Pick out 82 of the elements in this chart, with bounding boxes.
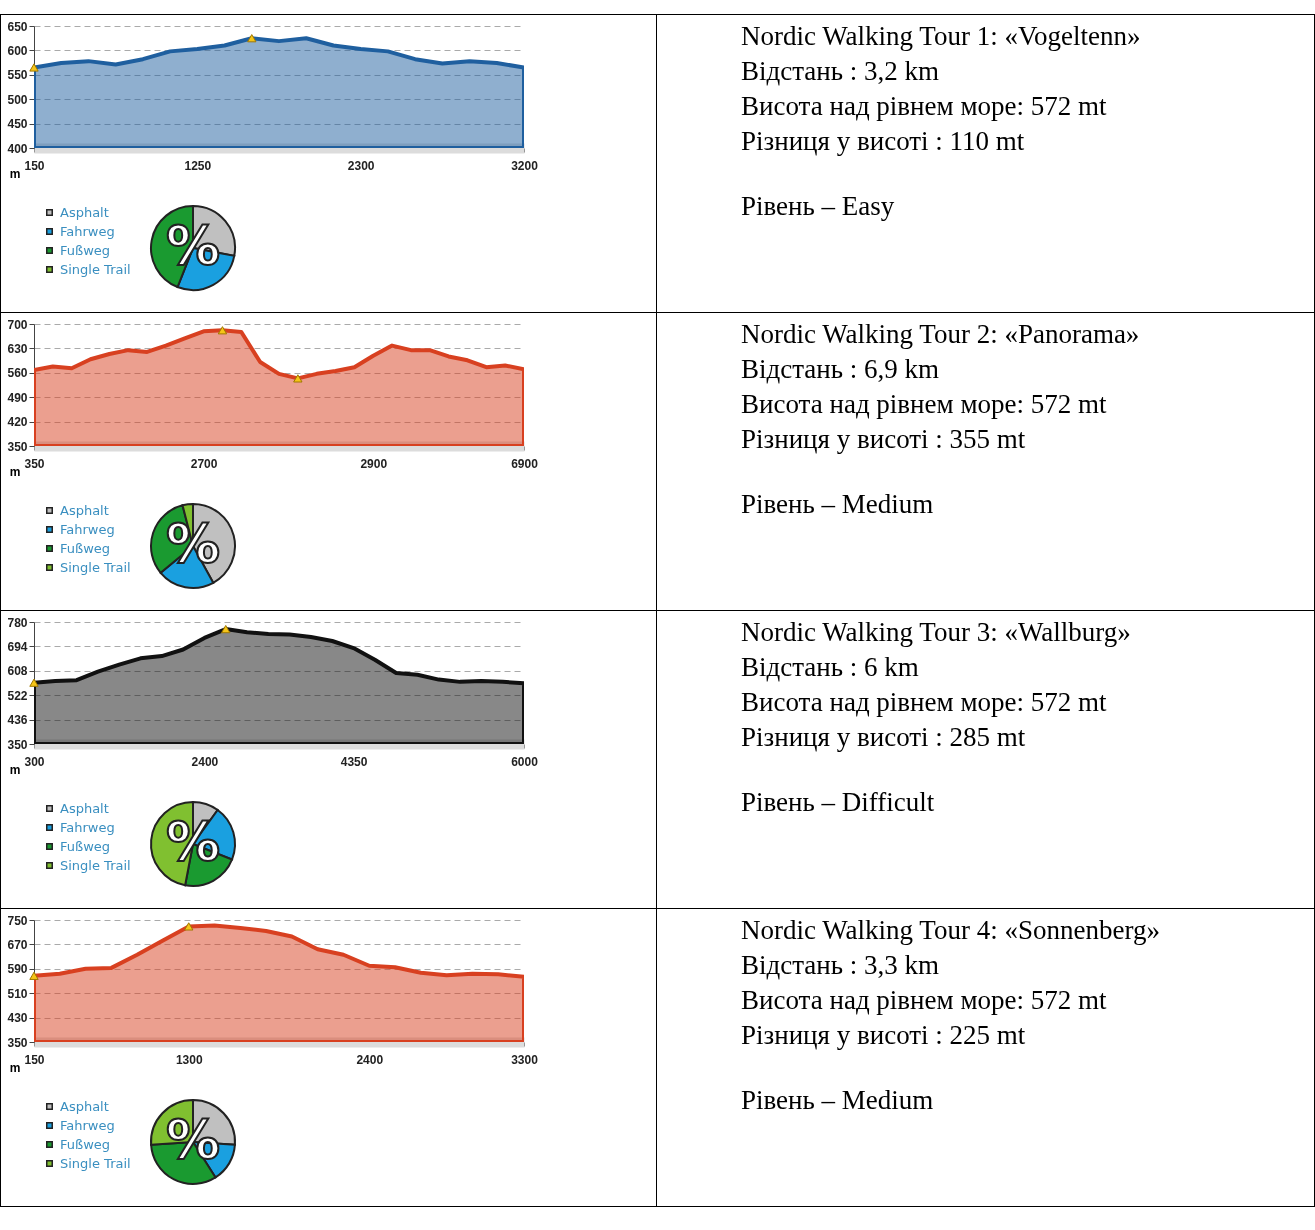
legend-label: Single Trail [60,559,131,575]
x-tick-label: 2700 [190,456,218,471]
text: Nordic Walking Tour 4: «Sonnenberg» [741,914,1161,947]
text: Різниця у висоті : 225 mt [741,1019,1027,1052]
y-tick-label: 694 [7,639,28,654]
x-tick-label: 3200 [511,158,539,173]
text: Відстань : 3,3 km [741,949,941,982]
y-tick-label: 500 [7,92,28,107]
text: Відстань : 3,2 km [741,55,941,88]
text: Висота над рівнем море: 572 mt [741,90,1108,123]
y-tick-label: 608 [7,664,28,679]
text: Nordic Walking Tour 3: «Wallburg» [741,616,1132,649]
legend-label: Asphalt [60,502,109,518]
text: Різниця у висоті : 285 mt [741,721,1027,754]
legend-label: Fahrweg [60,1117,115,1133]
y-tick-label: 700 [7,317,28,332]
text: % [165,214,221,277]
legend-label: Fahrweg [60,819,115,835]
legend-label: Single Trail [60,857,131,873]
x-tick-label: 150 [24,158,45,173]
text: Висота над рівнем море: 572 mt [741,388,1108,421]
x-tick-label: 2900 [360,456,388,471]
y-tick-label: 590 [7,962,28,977]
y-tick-label: 350 [7,1035,28,1050]
text: Висота над рівнем море: 572 mt [741,686,1108,719]
x-tick-label: 2400 [191,754,219,769]
x-axis-title: m [9,166,21,181]
text: Nordic Walking Tour 2: «Panorama» [741,318,1141,351]
legend-label: Fußweg [60,242,111,258]
text: Рівень – Medium [741,1084,935,1117]
y-tick-label: 550 [7,68,28,83]
text: Відстань : 6,9 km [741,353,941,386]
y-tick-label: 600 [7,43,28,58]
y-tick-label: 510 [7,986,28,1001]
x-tick-label: 150 [24,1052,45,1067]
legend-label: Fußweg [60,540,111,556]
legend-label: Asphalt [60,204,109,220]
x-axis-title: m [9,1060,21,1075]
y-tick-label: 522 [7,688,28,703]
legend-label: Asphalt [60,1098,109,1114]
text: Висота над рівнем море: 572 mt [741,984,1108,1017]
y-tick-label: 560 [7,366,28,381]
legend-label: Fußweg [60,838,111,854]
x-tick-label: 1300 [175,1052,203,1067]
y-tick-label: 420 [7,415,28,430]
legend-label: Fahrweg [60,223,115,239]
x-tick-label: 350 [24,456,45,471]
x-axis-title: m [9,464,21,479]
x-tick-label: 4350 [340,754,368,769]
x-tick-label: 1250 [184,158,212,173]
x-tick-label: 2300 [347,158,375,173]
y-tick-label: 780 [7,615,28,630]
y-tick-label: 350 [7,439,28,454]
text: Nordic Walking Tour 1: «Vogeltenn» [741,20,1142,53]
x-tick-label: 6000 [511,754,539,769]
y-tick-label: 630 [7,341,28,356]
y-tick-label: 750 [7,913,28,928]
x-axis-title: m [9,762,21,777]
text: Рівень – Difficult [741,786,936,819]
legend-label: Single Trail [60,1155,131,1171]
y-tick-label: 650 [7,19,28,34]
text: Рівень – Medium [741,488,935,521]
legend-label: Fahrweg [60,521,115,537]
x-tick-label: 6900 [511,456,539,471]
y-tick-label: 450 [7,117,28,132]
y-tick-label: 350 [7,737,28,752]
legend-label: Single Trail [60,261,131,277]
x-tick-label: 3300 [511,1052,539,1067]
text: Різниця у висоті : 110 mt [741,125,1026,158]
text: Рівень – Easy [741,190,896,223]
y-tick-label: 670 [7,937,28,952]
x-tick-label: 300 [24,754,45,769]
y-tick-label: 430 [7,1011,28,1026]
text: Відстань : 6 km [741,651,920,684]
legend-label: Asphalt [60,800,109,816]
y-tick-label: 400 [7,141,28,156]
text: % [165,512,221,575]
y-tick-label: 436 [7,713,28,728]
x-tick-label: 2400 [356,1052,384,1067]
text: Різниця у висоті : 355 mt [741,423,1027,456]
y-tick-label: 490 [7,390,28,405]
legend-label: Fußweg [60,1136,111,1152]
